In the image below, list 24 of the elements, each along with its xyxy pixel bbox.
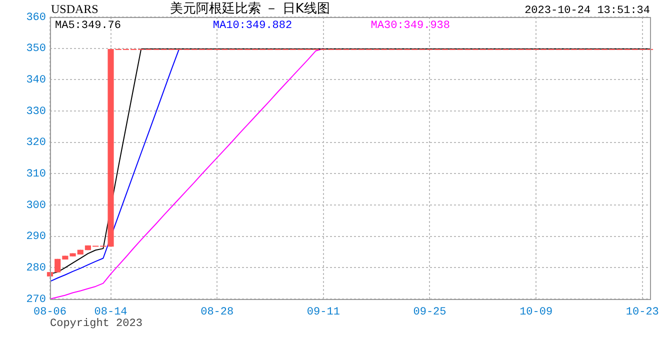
y-tick-label: 360 bbox=[26, 12, 46, 24]
y-tick-label: 300 bbox=[26, 200, 46, 212]
text: MA5:349.76 bbox=[55, 20, 122, 32]
y-axis-title: USDARS bbox=[51, 2, 98, 16]
text: Copyright 2023 bbox=[50, 318, 142, 330]
y-tick-label: 270 bbox=[26, 294, 46, 306]
y-tick-label: 320 bbox=[26, 137, 46, 150]
x-tick-label: 09-11 bbox=[306, 306, 340, 319]
x-tick-label: 08-14 bbox=[94, 306, 128, 319]
y-tick-label: 310 bbox=[26, 168, 46, 181]
y-tick-label: 290 bbox=[26, 231, 46, 244]
x-tick-label: 08-06 bbox=[33, 306, 67, 319]
x-tick-label: 10-23 bbox=[626, 306, 659, 319]
y-tick-label: 350 bbox=[26, 43, 46, 56]
chart-title: 美元阿根廷比索 － 日K线图 bbox=[170, 0, 330, 16]
text: 2023-10-24 13:51:34 bbox=[524, 4, 650, 17]
text: MA30:349.938 bbox=[370, 20, 450, 32]
x-tick-label: 09-25 bbox=[413, 306, 446, 319]
x-tick-label: 08-28 bbox=[200, 306, 234, 319]
text: MA10:349.882 bbox=[212, 20, 292, 32]
y-tick-label: 340 bbox=[26, 74, 46, 87]
y-tick-label: 330 bbox=[26, 106, 46, 118]
y-tick-label: 280 bbox=[26, 262, 46, 275]
x-tick-label: 10-09 bbox=[520, 306, 553, 319]
